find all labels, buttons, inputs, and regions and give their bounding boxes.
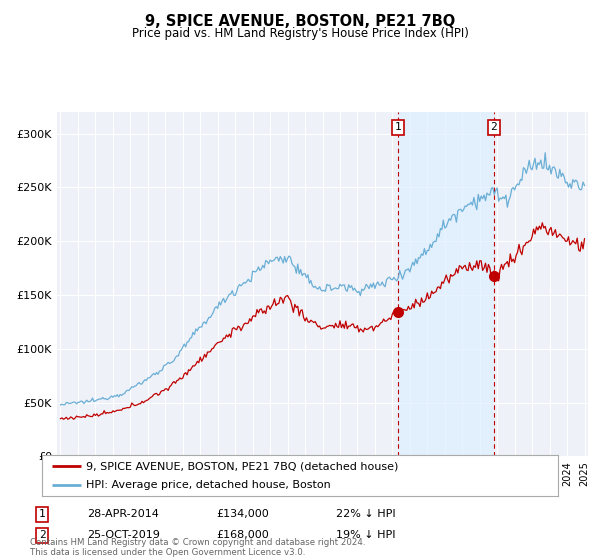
Text: 28-APR-2014: 28-APR-2014 <box>87 509 159 519</box>
Text: 2: 2 <box>490 122 497 132</box>
Text: 2: 2 <box>38 530 46 540</box>
Text: £168,000: £168,000 <box>216 530 269 540</box>
Bar <box>398 112 494 456</box>
Text: Contains HM Land Registry data © Crown copyright and database right 2024.
This d: Contains HM Land Registry data © Crown c… <box>30 538 365 557</box>
Text: HPI: Average price, detached house, Boston: HPI: Average price, detached house, Bost… <box>86 480 331 489</box>
Text: 19% ↓ HPI: 19% ↓ HPI <box>336 530 395 540</box>
Text: 9, SPICE AVENUE, BOSTON, PE21 7BQ (detached house): 9, SPICE AVENUE, BOSTON, PE21 7BQ (detac… <box>86 461 398 471</box>
Text: 9, SPICE AVENUE, BOSTON, PE21 7BQ: 9, SPICE AVENUE, BOSTON, PE21 7BQ <box>145 14 455 29</box>
Text: Price paid vs. HM Land Registry's House Price Index (HPI): Price paid vs. HM Land Registry's House … <box>131 27 469 40</box>
Text: 22% ↓ HPI: 22% ↓ HPI <box>336 509 395 519</box>
Text: 25-OCT-2019: 25-OCT-2019 <box>87 530 160 540</box>
Text: £134,000: £134,000 <box>216 509 269 519</box>
Text: 1: 1 <box>395 122 401 132</box>
Text: 1: 1 <box>38 509 46 519</box>
